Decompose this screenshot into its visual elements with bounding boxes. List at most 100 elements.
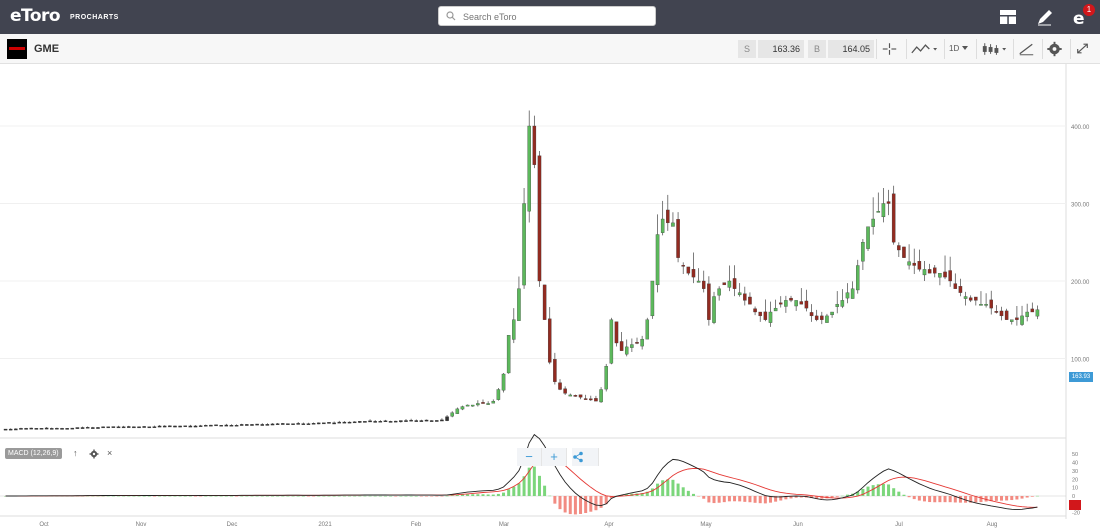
candle — [573, 395, 578, 397]
candle — [327, 422, 331, 424]
indicator-settings-icon[interactable] — [89, 449, 99, 459]
macd-histogram-bar — [758, 496, 762, 504]
candle — [250, 424, 254, 426]
candle — [974, 296, 978, 301]
candle — [455, 408, 460, 414]
macd-histogram-bar — [999, 496, 1003, 501]
macd-histogram-bar — [568, 496, 572, 515]
candle — [24, 428, 28, 430]
profile-icon[interactable]: e — [1070, 6, 1092, 28]
crosshair-icon[interactable] — [876, 39, 902, 59]
candle — [753, 308, 757, 313]
macd-histogram-bar — [650, 488, 654, 496]
candle — [275, 423, 280, 425]
fullscreen-icon[interactable] — [1070, 39, 1094, 59]
x-tick-label: Jul — [895, 522, 903, 528]
macd-histogram-bar — [938, 496, 942, 503]
candle — [419, 420, 424, 422]
macd-histogram-bar — [178, 495, 182, 497]
macd-histogram-bar — [768, 496, 772, 503]
search-input[interactable] — [461, 8, 655, 26]
candle — [1015, 317, 1019, 320]
notification-badge[interactable]: 1 — [1083, 4, 1095, 16]
candle — [162, 425, 167, 428]
candle — [147, 426, 152, 429]
macd-histogram-bar — [204, 495, 208, 497]
macd-histogram-bar — [286, 495, 290, 497]
macd-histogram-bar — [1025, 496, 1029, 498]
macd-histogram-bar — [717, 496, 721, 503]
candle — [881, 203, 886, 218]
candle — [614, 321, 619, 344]
candle — [445, 416, 449, 421]
layout-icon[interactable] — [997, 6, 1019, 28]
x-tick-label: Apr — [604, 522, 613, 528]
candle — [55, 427, 59, 430]
macd-histogram-bar — [922, 496, 926, 502]
chart-type-icon[interactable] — [976, 39, 1010, 59]
search-box[interactable] — [438, 6, 656, 26]
x-tick-label: Dec — [227, 522, 238, 528]
candle — [352, 421, 357, 424]
candle — [306, 423, 311, 425]
candle — [1020, 315, 1024, 325]
macd-histogram-bar — [702, 496, 706, 499]
candle — [650, 280, 655, 317]
candle — [470, 404, 475, 407]
macd-histogram-bar — [389, 495, 393, 497]
candle — [850, 288, 855, 299]
macd-histogram-bar — [861, 488, 865, 496]
candle — [671, 222, 675, 227]
candle — [645, 319, 650, 340]
macd-histogram-bar — [881, 483, 885, 496]
settings-gear-icon[interactable] — [1042, 39, 1066, 59]
remove-indicator-button[interactable]: × — [107, 448, 113, 458]
macd-indicator-label[interactable]: MACD (12,26,9) — [5, 448, 62, 459]
candle — [686, 266, 691, 274]
sell-price[interactable]: 163.36 — [758, 40, 804, 58]
x-tick-label: Feb — [411, 522, 422, 528]
candle — [840, 300, 845, 307]
macd-histogram-bar — [902, 494, 906, 496]
candle — [501, 373, 506, 391]
macd-histogram-bar — [548, 495, 552, 497]
candle — [517, 288, 521, 321]
candle — [871, 218, 875, 227]
zoom-out-button[interactable]: − — [517, 448, 542, 466]
x-tick-label: Jun — [793, 522, 803, 528]
candle — [773, 307, 778, 312]
pencil-icon[interactable] — [1034, 6, 1056, 28]
candle — [563, 388, 567, 394]
macd-histogram-bar — [799, 496, 803, 498]
candle — [322, 422, 326, 425]
candle — [363, 421, 367, 423]
candle — [424, 419, 429, 422]
share-button[interactable] — [572, 448, 599, 466]
candle — [1035, 309, 1040, 317]
candle — [121, 426, 126, 429]
candle — [193, 425, 198, 428]
candle — [717, 288, 721, 296]
zoom-in-button[interactable]: + — [542, 448, 567, 466]
macd-histogram-bar — [122, 495, 126, 497]
candle — [948, 270, 952, 282]
macd-histogram-bar — [553, 496, 557, 504]
macd-histogram-bar — [537, 475, 541, 496]
candle — [953, 283, 958, 289]
candle — [414, 420, 419, 422]
macd-histogram-bar — [117, 495, 121, 497]
candle — [393, 420, 398, 423]
timeframe-selector[interactable]: 1D — [944, 39, 970, 59]
buy-price[interactable]: 164.05 — [828, 40, 874, 58]
move-up-button[interactable]: ↑ — [73, 448, 78, 458]
candle — [44, 427, 49, 430]
draw-tools-icon[interactable] — [1013, 39, 1039, 59]
macd-histogram-bar — [219, 495, 223, 497]
candle — [270, 423, 275, 426]
indicators-icon[interactable] — [906, 39, 940, 59]
macd-histogram-bar — [943, 496, 947, 503]
etoro-logo[interactable]: eToro — [10, 6, 61, 26]
macd-histogram-bar — [779, 496, 783, 501]
